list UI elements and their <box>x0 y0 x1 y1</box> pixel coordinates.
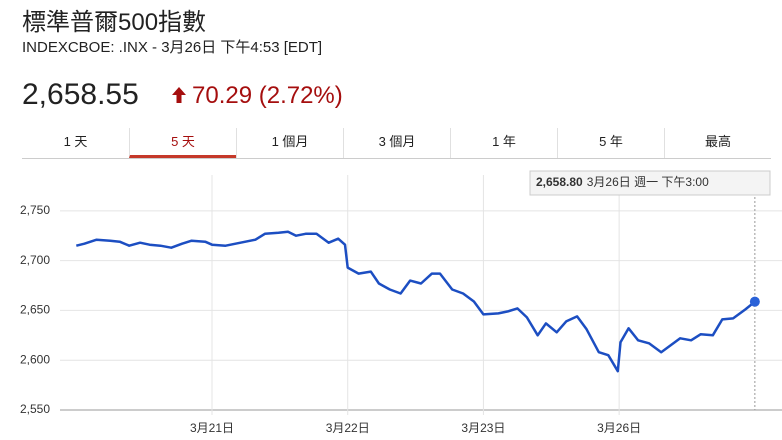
x-tick-label: 3月23日 <box>461 421 505 435</box>
price-change: 70.29 (2.72%) <box>192 82 343 109</box>
range-tab[interactable]: 1 年 <box>450 128 557 158</box>
price: 2,658.55 <box>22 78 139 111</box>
y-tick-label: 2,700 <box>20 253 50 267</box>
tooltip: 2,658.80 3月26日 週一 下午3:00 <box>536 175 709 189</box>
price-line <box>76 230 756 373</box>
y-tick-label: 2,600 <box>20 352 50 366</box>
x-tick-label: 3月21日 <box>190 421 234 435</box>
x-tick-label: 3月26日 <box>597 421 641 435</box>
range-tab[interactable]: 3 個月 <box>343 128 450 158</box>
range-tab[interactable]: 1 個月 <box>236 128 343 158</box>
y-tick-label: 2,550 <box>20 402 50 416</box>
hover-point <box>749 296 760 307</box>
range-tab[interactable]: 5 天 <box>129 128 236 158</box>
tooltip-text: 3月26日 週一 下午3:00 <box>587 175 709 189</box>
title: 標準普爾500指數 <box>22 9 207 36</box>
tooltip-value: 2,658.80 <box>536 175 583 189</box>
subtitle: INDEXCBOE: .INX - 3月26日 下午4:53 [EDT] <box>22 39 323 56</box>
range-tab[interactable]: 最高 <box>664 128 771 158</box>
range-tab[interactable]: 1 天 <box>63 134 88 149</box>
x-tick-label: 3月22日 <box>326 421 370 435</box>
y-tick-label: 2,650 <box>20 303 50 317</box>
range-tab[interactable]: 5 年 <box>557 128 664 158</box>
tooltip-box <box>529 170 771 196</box>
up-arrow <box>172 87 186 103</box>
y-tick-label: 2,750 <box>20 203 50 217</box>
